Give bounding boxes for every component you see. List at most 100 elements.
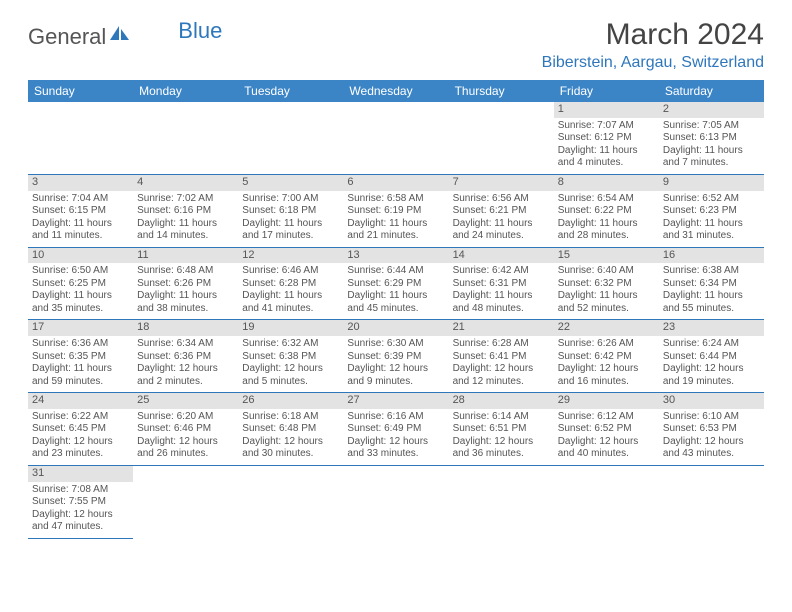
daylight-line: Daylight: 11 hours and 52 minutes. — [558, 290, 655, 315]
day-cell: 4Sunrise: 7:02 AMSunset: 6:16 PMDaylight… — [133, 174, 238, 247]
empty-cell — [554, 465, 659, 538]
daylight-line: Daylight: 11 hours and 28 minutes. — [558, 218, 655, 243]
day-cell: 26Sunrise: 6:18 AMSunset: 6:48 PMDayligh… — [238, 393, 343, 466]
day-number: 10 — [28, 248, 133, 264]
empty-cell — [133, 465, 238, 538]
sunrise-line: Sunrise: 6:26 AM — [558, 338, 655, 351]
sunset-line: Sunset: 6:41 PM — [453, 351, 550, 364]
month-title: March 2024 — [542, 18, 764, 52]
day-number: 5 — [238, 175, 343, 191]
logo: General Blue — [28, 18, 222, 50]
day-number: 8 — [554, 175, 659, 191]
day-cell: 30Sunrise: 6:10 AMSunset: 6:53 PMDayligh… — [659, 393, 764, 466]
sunrise-line: Sunrise: 7:02 AM — [137, 193, 234, 206]
day-cell: 20Sunrise: 6:30 AMSunset: 6:39 PMDayligh… — [343, 320, 448, 393]
title-block: March 2024 Biberstein, Aargau, Switzerla… — [542, 18, 764, 72]
empty-cell — [343, 102, 448, 174]
day-number: 19 — [238, 320, 343, 336]
day-cell: 5Sunrise: 7:00 AMSunset: 6:18 PMDaylight… — [238, 174, 343, 247]
sunrise-line: Sunrise: 6:38 AM — [663, 265, 760, 278]
weekday-header-row: Sunday Monday Tuesday Wednesday Thursday… — [28, 80, 764, 102]
weekday-header: Wednesday — [343, 80, 448, 102]
day-cell: 25Sunrise: 6:20 AMSunset: 6:46 PMDayligh… — [133, 393, 238, 466]
header: General Blue March 2024 Biberstein, Aarg… — [28, 18, 764, 72]
daylight-line: Daylight: 12 hours and 16 minutes. — [558, 363, 655, 388]
day-number: 16 — [659, 248, 764, 264]
daylight-line: Daylight: 12 hours and 40 minutes. — [558, 436, 655, 461]
sunset-line: Sunset: 6:15 PM — [32, 205, 129, 218]
sunset-line: Sunset: 6:34 PM — [663, 278, 760, 291]
daylight-line: Daylight: 12 hours and 36 minutes. — [453, 436, 550, 461]
sunrise-line: Sunrise: 6:54 AM — [558, 193, 655, 206]
day-cell: 27Sunrise: 6:16 AMSunset: 6:49 PMDayligh… — [343, 393, 448, 466]
day-cell: 22Sunrise: 6:26 AMSunset: 6:42 PMDayligh… — [554, 320, 659, 393]
empty-cell — [449, 102, 554, 174]
logo-text-blue: Blue — [178, 18, 222, 44]
sunrise-line: Sunrise: 6:36 AM — [32, 338, 129, 351]
sunset-line: Sunset: 6:51 PM — [453, 423, 550, 436]
sunset-line: Sunset: 6:31 PM — [453, 278, 550, 291]
sunset-line: Sunset: 6:18 PM — [242, 205, 339, 218]
day-cell: 24Sunrise: 6:22 AMSunset: 6:45 PMDayligh… — [28, 393, 133, 466]
weekday-header: Monday — [133, 80, 238, 102]
empty-cell — [238, 102, 343, 174]
calendar-body: 1Sunrise: 7:07 AMSunset: 6:12 PMDaylight… — [28, 102, 764, 538]
calendar-row: 17Sunrise: 6:36 AMSunset: 6:35 PMDayligh… — [28, 320, 764, 393]
day-cell: 19Sunrise: 6:32 AMSunset: 6:38 PMDayligh… — [238, 320, 343, 393]
day-cell: 3Sunrise: 7:04 AMSunset: 6:15 PMDaylight… — [28, 174, 133, 247]
day-cell: 6Sunrise: 6:58 AMSunset: 6:19 PMDaylight… — [343, 174, 448, 247]
calendar-row: 3Sunrise: 7:04 AMSunset: 6:15 PMDaylight… — [28, 174, 764, 247]
sunset-line: Sunset: 6:16 PM — [137, 205, 234, 218]
sunset-line: Sunset: 6:21 PM — [453, 205, 550, 218]
daylight-line: Daylight: 12 hours and 2 minutes. — [137, 363, 234, 388]
daylight-line: Daylight: 12 hours and 9 minutes. — [347, 363, 444, 388]
sunset-line: Sunset: 6:23 PM — [663, 205, 760, 218]
sunrise-line: Sunrise: 6:16 AM — [347, 411, 444, 424]
daylight-line: Daylight: 12 hours and 23 minutes. — [32, 436, 129, 461]
calendar-table: Sunday Monday Tuesday Wednesday Thursday… — [28, 80, 764, 539]
day-number: 15 — [554, 248, 659, 264]
day-number: 23 — [659, 320, 764, 336]
sunset-line: Sunset: 7:55 PM — [32, 496, 129, 509]
day-number: 24 — [28, 393, 133, 409]
sunrise-line: Sunrise: 6:28 AM — [453, 338, 550, 351]
day-number: 20 — [343, 320, 448, 336]
sunset-line: Sunset: 6:53 PM — [663, 423, 760, 436]
sunset-line: Sunset: 6:49 PM — [347, 423, 444, 436]
day-number: 13 — [343, 248, 448, 264]
day-cell: 13Sunrise: 6:44 AMSunset: 6:29 PMDayligh… — [343, 247, 448, 320]
daylight-line: Daylight: 12 hours and 5 minutes. — [242, 363, 339, 388]
day-cell: 23Sunrise: 6:24 AMSunset: 6:44 PMDayligh… — [659, 320, 764, 393]
daylight-line: Daylight: 12 hours and 33 minutes. — [347, 436, 444, 461]
sunrise-line: Sunrise: 6:30 AM — [347, 338, 444, 351]
day-cell: 15Sunrise: 6:40 AMSunset: 6:32 PMDayligh… — [554, 247, 659, 320]
daylight-line: Daylight: 11 hours and 21 minutes. — [347, 218, 444, 243]
daylight-line: Daylight: 11 hours and 59 minutes. — [32, 363, 129, 388]
sunrise-line: Sunrise: 6:24 AM — [663, 338, 760, 351]
day-cell: 12Sunrise: 6:46 AMSunset: 6:28 PMDayligh… — [238, 247, 343, 320]
empty-cell — [343, 465, 448, 538]
empty-cell — [659, 465, 764, 538]
logo-text-general: General — [28, 24, 106, 50]
sunrise-line: Sunrise: 6:48 AM — [137, 265, 234, 278]
weekday-header: Friday — [554, 80, 659, 102]
sunset-line: Sunset: 6:48 PM — [242, 423, 339, 436]
sunrise-line: Sunrise: 6:42 AM — [453, 265, 550, 278]
daylight-line: Daylight: 11 hours and 31 minutes. — [663, 218, 760, 243]
empty-cell — [133, 102, 238, 174]
day-number: 2 — [659, 102, 764, 118]
daylight-line: Daylight: 11 hours and 55 minutes. — [663, 290, 760, 315]
calendar-row: 31Sunrise: 7:08 AMSunset: 7:55 PMDayligh… — [28, 465, 764, 538]
daylight-line: Daylight: 11 hours and 41 minutes. — [242, 290, 339, 315]
day-number: 4 — [133, 175, 238, 191]
sunrise-line: Sunrise: 6:58 AM — [347, 193, 444, 206]
day-cell: 2Sunrise: 7:05 AMSunset: 6:13 PMDaylight… — [659, 102, 764, 174]
sunset-line: Sunset: 6:52 PM — [558, 423, 655, 436]
sunrise-line: Sunrise: 6:34 AM — [137, 338, 234, 351]
day-number: 12 — [238, 248, 343, 264]
sunset-line: Sunset: 6:19 PM — [347, 205, 444, 218]
day-cell: 29Sunrise: 6:12 AMSunset: 6:52 PMDayligh… — [554, 393, 659, 466]
daylight-line: Daylight: 11 hours and 45 minutes. — [347, 290, 444, 315]
sunrise-line: Sunrise: 6:44 AM — [347, 265, 444, 278]
sunset-line: Sunset: 6:35 PM — [32, 351, 129, 364]
